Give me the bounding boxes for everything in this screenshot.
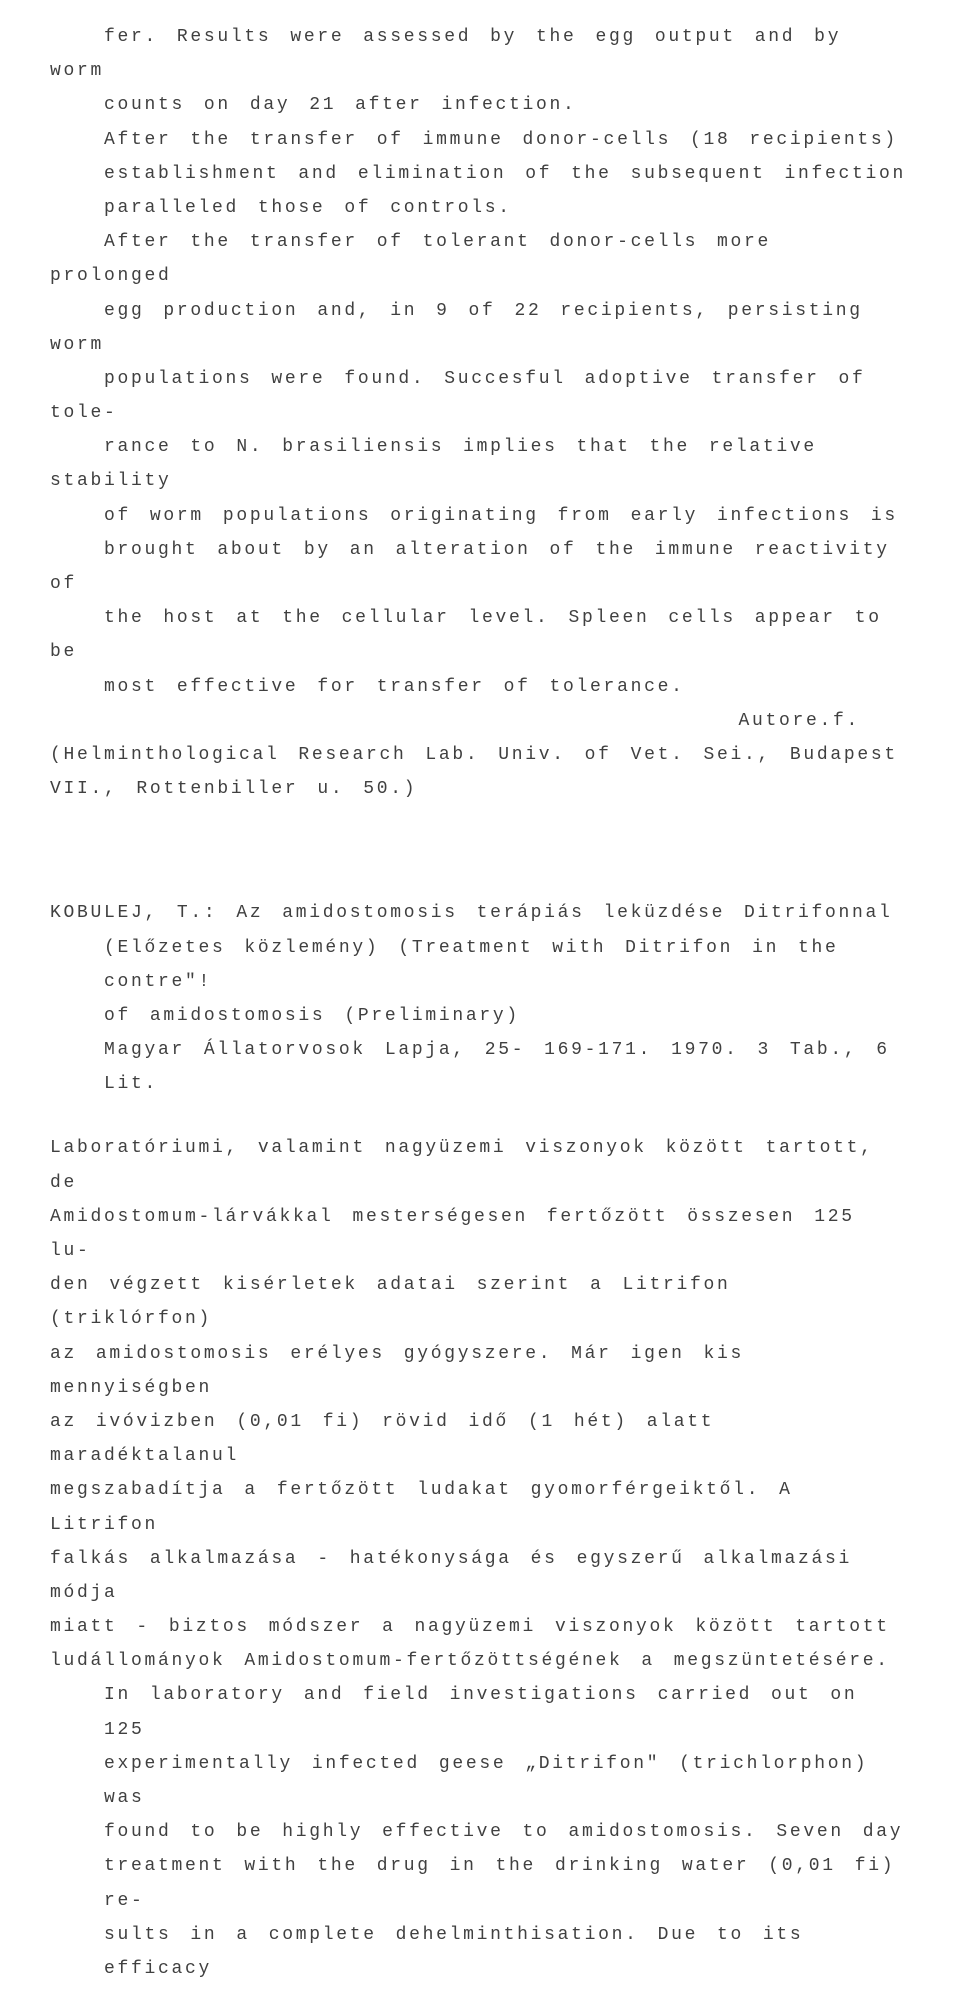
entry1-para3-line8: most effective for transfer of tolerance… <box>50 670 910 704</box>
entry2-body-line3: den végzett kisérletek adatai szerint a … <box>50 1268 910 1336</box>
entry1-para2-line1: After the transfer of immune donor-cells… <box>50 123 910 157</box>
entry2-citation-line3: of amidostomosis (Preliminary) <box>50 999 910 1033</box>
entry1-para1-line1: fer. Results were assessed by the egg ou… <box>50 20 910 88</box>
entry1-para3-line6: brought about by an alteration of the im… <box>50 533 910 601</box>
entry2-body-line5: az ivóvizben (0,01 fi) rövid idő (1 hét)… <box>50 1405 910 1473</box>
entry-two: KOBULEJ, T.: Az amidostomosis terápiás l… <box>50 896 910 1986</box>
entry2-citation-line4: Magyar Állatorvosok Lapja, 25- 169-171. … <box>50 1033 910 1101</box>
entry2-citation-line2: (Előzetes közlemény) (Treatment with Dit… <box>50 931 910 999</box>
entry2-eng-line2: experimentally infected geese „Ditrifon"… <box>50 1747 910 1815</box>
entry1-para1-line2: counts on day 21 after infection. <box>50 88 910 122</box>
entry2-eng-line3: found to be highly effective to amidosto… <box>50 1815 910 1849</box>
entry1-autoref: Autore.f. <box>50 704 910 738</box>
entry2-eng-line4: treatment with the drug in the drinking … <box>50 1849 910 1917</box>
entry2-body-line1: Laboratóriumi, valamint nagyüzemi viszon… <box>50 1131 910 1199</box>
entry1-para3-line2: egg production and, in 9 of 22 recipient… <box>50 294 910 362</box>
entry1-para3-line3: populations were found. Succesful adopti… <box>50 362 910 430</box>
entry2-body-line8: miatt - biztos módszer a nagyüzemi viszo… <box>50 1610 910 1644</box>
entry-one: fer. Results were assessed by the egg ou… <box>50 20 910 806</box>
section-separator <box>50 806 910 896</box>
entry2-body-line9: ludállományok Amidostomum-fertőzöttségén… <box>50 1644 910 1678</box>
entry1-affiliation2: VII., Rottenbiller u. 50.) <box>50 772 910 806</box>
entry2-eng-line1: In laboratory and field investigations c… <box>50 1678 910 1746</box>
entry2-citation-line1: KOBULEJ, T.: Az amidostomosis terápiás l… <box>50 896 910 930</box>
entry1-para2-line3: paralleled those of controls. <box>50 191 910 225</box>
entry1-affiliation1: (Helminthological Research Lab. Univ. of… <box>50 738 910 772</box>
entry2-body-line4: az amidostomosis erélyes gyógyszere. Már… <box>50 1337 910 1405</box>
entry1-para3-line7: the host at the cellular level. Spleen c… <box>50 601 910 669</box>
entry1-para3-line4: rance to N. brasiliensis implies that th… <box>50 430 910 498</box>
entry2-body-line6: megszabadítja a fertőzött ludakat gyomor… <box>50 1473 910 1541</box>
entry1-para2-line2: establishment and elimination of the sub… <box>50 157 910 191</box>
entry2-body-line2: Amidostomum-lárvákkal mesterségesen fert… <box>50 1200 910 1268</box>
entry2-eng-line5: sults in a complete dehelminthisation. D… <box>50 1918 910 1986</box>
entry1-para3-line5: of worm populations originating from ear… <box>50 499 910 533</box>
paragraph-gap <box>50 1101 910 1131</box>
entry2-body-line7: falkás alkalmazása - hatékonysága és egy… <box>50 1542 910 1610</box>
entry1-para3-line1: After the transfer of tolerant donor-cel… <box>50 225 910 293</box>
